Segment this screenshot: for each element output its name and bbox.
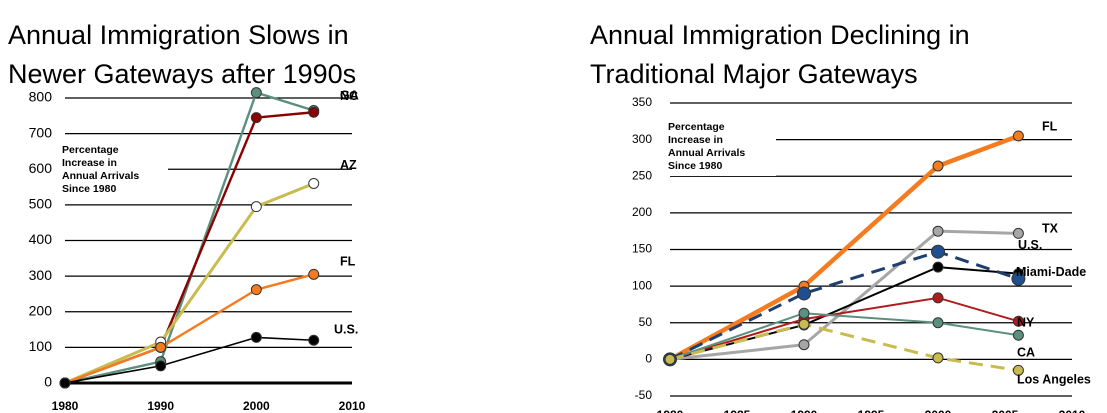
- x-tick-label: 2010: [339, 399, 366, 413]
- annotation: Annual Arrivals: [668, 147, 745, 159]
- point: [931, 244, 945, 259]
- series-line: [669, 322, 1019, 372]
- point: [1012, 329, 1024, 341]
- series-label: U.S.: [1018, 238, 1042, 252]
- point: [932, 292, 944, 304]
- series-label: Miami-Dade: [1016, 265, 1086, 279]
- series-line: [669, 250, 1019, 361]
- y-tick-label: 400: [29, 231, 53, 247]
- series-line: [64, 336, 314, 384]
- point: [155, 360, 167, 372]
- series-label: CA: [1017, 345, 1035, 359]
- x-tick-label: 1980: [52, 399, 79, 413]
- chart-title: Annual Immigration Declining in: [590, 20, 970, 50]
- x-tick-label: 1990: [791, 408, 818, 413]
- x-tick-label: 1980: [657, 408, 684, 413]
- point: [932, 160, 944, 172]
- y-tick-label: 100: [29, 338, 53, 354]
- series-label: AZ: [340, 158, 357, 172]
- point: [250, 87, 262, 99]
- annotation: Since 1980: [62, 183, 116, 195]
- y-tick-label: -50: [635, 388, 653, 402]
- annotation: Annual Arrivals: [62, 170, 139, 182]
- point: [1012, 364, 1024, 376]
- y-tick-label: 700: [29, 124, 53, 140]
- y-tick-label: 500: [29, 196, 53, 212]
- chart-title: Newer Gateways after 1990s: [8, 59, 356, 89]
- series-line: [64, 91, 315, 385]
- point: [664, 353, 676, 365]
- point: [797, 286, 811, 301]
- series-label: Los Angeles: [1017, 373, 1091, 387]
- y-tick-label: 800: [29, 89, 53, 105]
- point: [932, 261, 944, 273]
- chart-title: Traditional Major Gateways: [590, 59, 918, 89]
- series-line: [668, 133, 1020, 362]
- x-tick-label: 1985: [724, 408, 751, 413]
- series-label: NC: [340, 89, 358, 103]
- y-tick-label: 350: [632, 95, 652, 109]
- y-tick-label: 200: [29, 302, 53, 318]
- point: [59, 377, 71, 389]
- x-tick-label: 1995: [858, 408, 885, 413]
- point: [308, 178, 320, 189]
- annotation-bg: [666, 118, 776, 176]
- annotation: Percentage: [62, 144, 119, 156]
- point: [932, 317, 944, 329]
- point: [1012, 315, 1024, 327]
- series-line: [669, 312, 1019, 361]
- y-tick-label: 250: [632, 168, 652, 182]
- x-tick-label: 2005: [992, 408, 1019, 413]
- point: [308, 268, 320, 280]
- series-label: U.S.: [334, 323, 358, 337]
- point: [250, 112, 262, 124]
- point: [155, 341, 167, 353]
- point: [1012, 130, 1024, 142]
- series-line: [669, 296, 1019, 361]
- series-line: [669, 229, 1019, 361]
- annotation: Increase in: [62, 157, 117, 169]
- point: [798, 318, 810, 330]
- y-tick-label: 300: [29, 267, 53, 283]
- point: [250, 284, 262, 296]
- annotation: Percentage: [668, 121, 725, 133]
- annotation-bg: [60, 141, 168, 199]
- y-tick-label: 150: [632, 242, 652, 256]
- series-label: NY: [1017, 316, 1035, 330]
- y-tick-label: 300: [632, 132, 652, 146]
- y-tick-label: 100: [632, 278, 652, 292]
- series-label: FL: [1042, 119, 1058, 133]
- series-line: [64, 273, 315, 385]
- x-tick-label: 1990: [147, 399, 174, 413]
- annotation: Increase in: [668, 134, 723, 146]
- point: [308, 106, 320, 118]
- x-tick-label: 2000: [243, 399, 270, 413]
- point: [798, 339, 810, 351]
- y-tick-label: 0: [645, 352, 652, 366]
- x-tick-label: 2000: [925, 408, 952, 413]
- point: [1012, 227, 1024, 239]
- point: [932, 352, 944, 364]
- y-tick-label: 0: [44, 374, 52, 390]
- series-label: TX: [1042, 222, 1059, 236]
- series-label: GA: [340, 89, 359, 103]
- chart-title: Annual Immigration Slows in: [8, 20, 349, 50]
- point: [308, 334, 320, 346]
- point: [932, 225, 944, 237]
- x-tick-label: 2010: [1059, 408, 1086, 413]
- y-tick-label: 200: [632, 205, 652, 219]
- point: [798, 307, 810, 319]
- point: [250, 331, 262, 343]
- y-tick-label: 50: [639, 315, 653, 329]
- y-tick-label: 600: [29, 160, 53, 176]
- series-label: FL: [340, 255, 356, 269]
- series-line: [64, 182, 315, 385]
- point: [250, 201, 262, 213]
- point: [1011, 271, 1026, 286]
- annotation: Since 1980: [668, 160, 722, 172]
